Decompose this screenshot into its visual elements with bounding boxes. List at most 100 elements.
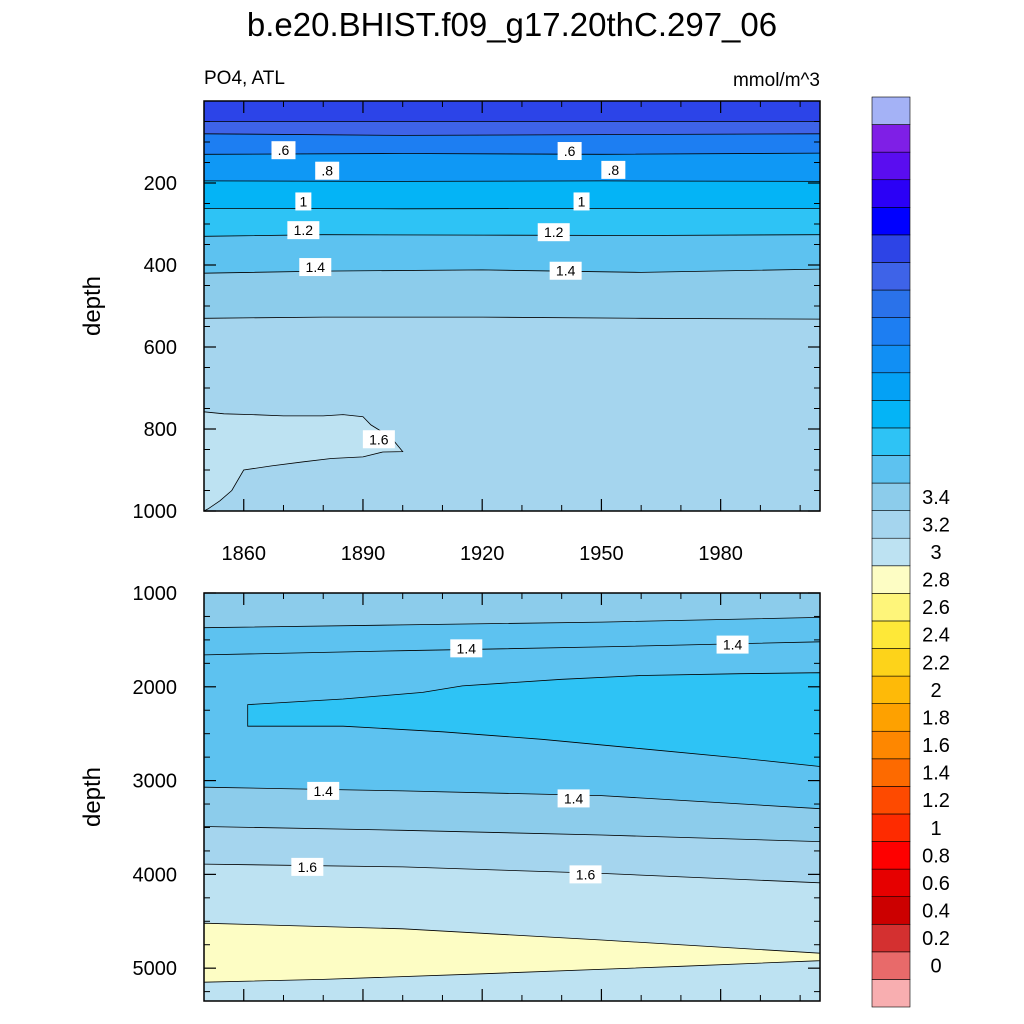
colorbar-swatch-18 xyxy=(871,482,911,511)
bottom-contour-label-2: 1.4 xyxy=(307,781,340,800)
colorbar-swatch-24 xyxy=(871,317,911,346)
top-y-tick-label-4: 1000 xyxy=(133,501,178,523)
top-x-tick-label-0: 1860 xyxy=(221,543,266,565)
colorbar-swatch-20 xyxy=(871,427,911,456)
bottom-contour-band-0 xyxy=(204,593,820,628)
colorbar-swatch-2 xyxy=(871,923,911,953)
svg-text:1.2: 1.2 xyxy=(294,222,314,238)
bottom-contour-pocket-1 xyxy=(204,922,820,983)
colorbar-swatch-31 xyxy=(871,124,911,153)
top-x-tick-label-1: 1890 xyxy=(341,543,386,565)
colorbar-swatch-15 xyxy=(871,565,911,594)
top-contour-label-8: 1.4 xyxy=(299,258,332,277)
bottom-contour-line-4 xyxy=(204,826,820,842)
colorbar-label-11: 2.2 xyxy=(922,652,950,674)
svg-text:1.4: 1.4 xyxy=(564,790,584,806)
bottom-contour-labels: 1.4 1.4 1.4 1.4 1.6 1.6 xyxy=(291,635,749,884)
colorbar-swatch-26 xyxy=(871,262,911,291)
chart-subtitle-left: PO4, ATL xyxy=(204,68,285,89)
bottom-y-tick-label-0: 1000 xyxy=(133,583,178,605)
chart-subtitle-right: mmol/m^3 xyxy=(733,70,820,91)
svg-text:1.6: 1.6 xyxy=(369,431,389,447)
colorbar-swatch-7 xyxy=(871,786,911,815)
svg-text:.8: .8 xyxy=(607,162,619,178)
colorbar-swatch-12 xyxy=(871,648,911,677)
top-contour-band-6 xyxy=(204,234,820,274)
colorbar-swatch-30 xyxy=(871,151,911,181)
colorbar-label-10: 2 xyxy=(930,680,941,702)
svg-text:1.4: 1.4 xyxy=(306,259,326,275)
colorbar-label-8: 1.6 xyxy=(922,735,950,757)
top-contour-label-4: 1 xyxy=(295,192,312,211)
colorbar-swatch-29 xyxy=(871,179,911,208)
bottom-contour-band-4 xyxy=(204,826,820,883)
svg-text:1.2: 1.2 xyxy=(544,224,564,240)
colorbar-swatch-27 xyxy=(871,234,911,263)
top-contour-band-8 xyxy=(204,317,820,511)
chart-title: b.e20.BHIST.f09_g17.20thC.297_06 xyxy=(247,6,777,43)
top-contour-band-1 xyxy=(204,121,820,136)
top-x-tick-label-3: 1950 xyxy=(579,543,624,565)
top-contour-pocket-0 xyxy=(204,411,404,511)
colorbar-label-5: 1 xyxy=(930,818,941,840)
top-contour-fills xyxy=(204,101,820,511)
bottom-axis-ticks: 1000 2000 3000 4000 5000 xyxy=(133,583,820,1001)
colorbar-swatch-13 xyxy=(871,620,911,649)
colorbar-swatch-23 xyxy=(871,344,911,374)
top-contour-line-7 xyxy=(204,268,820,274)
top-contour-label-2: .8 xyxy=(315,161,340,180)
top-y-tick-label-0: 200 xyxy=(144,173,177,195)
colorbar-swatch-25 xyxy=(871,289,911,318)
colorbar-label-4: 0.8 xyxy=(922,845,950,867)
colorbar-swatch-9 xyxy=(871,730,911,760)
top-contour-line-2 xyxy=(204,133,820,136)
top-x-tick-label-2: 1920 xyxy=(460,543,505,565)
bottom-y-axis-label: depth xyxy=(79,767,106,827)
top-axis-ticks: 200 400 600 800 1000 1860 1890 1920 1950 1980 xyxy=(133,101,820,565)
bottom-y-tick-label-3: 4000 xyxy=(133,864,178,886)
colorbar-label-17: 3.4 xyxy=(922,487,950,509)
svg-text:1.6: 1.6 xyxy=(576,866,596,882)
svg-text:.6: .6 xyxy=(278,142,290,158)
colorbar-label-2: 0.4 xyxy=(922,900,950,922)
top-contour-band-4 xyxy=(204,180,820,209)
top-contour-line-6 xyxy=(204,234,820,237)
colorbar-swatch-21 xyxy=(871,400,911,429)
top-contour-label-0: .6 xyxy=(271,141,296,160)
top-y-axis-label: depth xyxy=(79,276,106,336)
svg-text:1: 1 xyxy=(299,193,307,209)
colorbar-label-13: 2.6 xyxy=(922,597,950,619)
svg-text:.6: .6 xyxy=(564,143,576,159)
top-contour-label-7: 1.2 xyxy=(537,223,570,242)
colorbar-label-12: 2.4 xyxy=(922,625,950,647)
colorbar-label-0: 0 xyxy=(930,956,941,978)
colorbar-swatch-1 xyxy=(871,951,911,980)
bottom-plot-frame xyxy=(203,592,821,1002)
svg-text:.8: .8 xyxy=(321,163,333,179)
colorbar-swatch-28 xyxy=(871,207,911,236)
colorbar-swatch-10 xyxy=(871,703,911,732)
bottom-contour-band-3 xyxy=(204,787,820,842)
top-contour-band-2 xyxy=(204,133,820,155)
bottom-contour-line-3 xyxy=(204,786,820,810)
colorbar-swatch-17 xyxy=(871,510,911,539)
top-contour-line-8 xyxy=(204,316,820,320)
bottom-contour-label-5: 1.6 xyxy=(569,865,602,884)
colorbar-label-3: 0.6 xyxy=(922,873,950,895)
colorbar-label-16: 3.2 xyxy=(922,514,950,536)
svg-text:1.4: 1.4 xyxy=(457,640,477,656)
colorbar-swatch-5 xyxy=(871,841,911,870)
colorbar-label-15: 3 xyxy=(930,542,941,564)
top-contour-line-3 xyxy=(204,152,820,155)
bottom-contour-fills xyxy=(204,593,820,1001)
colorbar-swatch-4 xyxy=(871,868,911,897)
svg-text:1.4: 1.4 xyxy=(556,263,576,279)
bottom-contour-band-1 xyxy=(204,617,820,655)
top-contour-label-6: 1.2 xyxy=(287,221,320,240)
colorbar-swatch-32 xyxy=(871,96,911,125)
bottom-contour-line-1 xyxy=(204,617,820,629)
colorbar-label-7: 1.4 xyxy=(922,763,950,785)
top-x-tick-label-4: 1980 xyxy=(698,543,743,565)
colorbar-swatch-0 xyxy=(871,979,911,1008)
